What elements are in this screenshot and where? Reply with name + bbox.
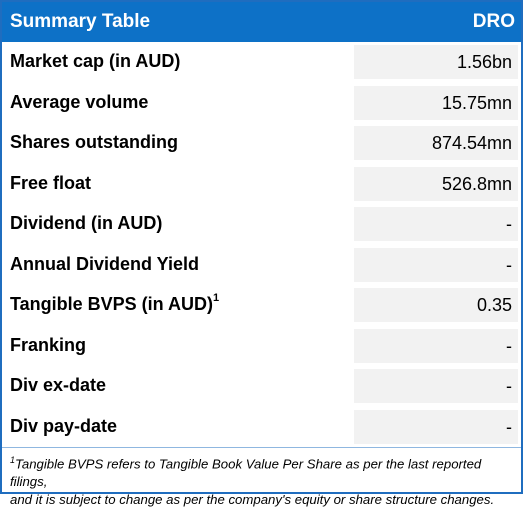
row-value: - bbox=[354, 207, 518, 241]
footnote: 1Tangible BVPS refers to Tangible Book V… bbox=[10, 451, 515, 509]
table-row: Dividend (in AUD) - bbox=[2, 204, 521, 245]
row-label: Shares outstanding bbox=[10, 132, 179, 152]
row-label: Market cap (in AUD) bbox=[10, 51, 181, 71]
table-row: Franking - bbox=[2, 326, 521, 367]
row-label: Free float bbox=[10, 172, 92, 193]
footnote-divider bbox=[2, 447, 521, 448]
table-row: Tangible BVPS (in AUD)1 0.35 bbox=[2, 285, 521, 326]
table-row: Free float 526.8mn bbox=[2, 164, 521, 205]
table-row: Div ex-date - bbox=[2, 366, 521, 407]
row-label: Average volume bbox=[10, 91, 149, 112]
row-value: 874.54mn bbox=[354, 126, 518, 160]
table-row: Market cap (in AUD) 1.56bn bbox=[2, 42, 521, 83]
table-title: Summary Table bbox=[10, 11, 151, 32]
row-label: Dividend (in AUD) bbox=[10, 213, 163, 233]
row-label: Franking bbox=[10, 334, 87, 355]
row-label: Div ex-date bbox=[10, 375, 107, 395]
row-value: - bbox=[354, 409, 518, 444]
table-row: Shares outstanding 874.54mn bbox=[2, 123, 521, 164]
footnote-line-1: Tangible BVPS refers to Tangible Book Va… bbox=[10, 456, 482, 490]
row-value: 526.8mn bbox=[354, 166, 518, 201]
table-body: Market cap (in AUD) 1.56bn Average volum… bbox=[2, 42, 521, 447]
footnote-line-2: and it is subject to change as per the c… bbox=[10, 492, 495, 508]
row-label: Div pay-date bbox=[10, 415, 118, 436]
ticker-symbol: DRO bbox=[472, 11, 515, 32]
table-row: Annual Dividend Yield - bbox=[2, 245, 521, 286]
row-value: 0.35 bbox=[354, 288, 518, 322]
footnote-marker: 1 bbox=[213, 292, 220, 304]
row-label: Annual Dividend Yield bbox=[10, 253, 200, 274]
row-value: 1.56bn bbox=[354, 45, 518, 79]
row-label-text: Tangible BVPS (in AUD) bbox=[10, 294, 214, 314]
row-value: - bbox=[354, 247, 518, 282]
footnote-number: 1 bbox=[10, 455, 16, 465]
row-label: Tangible BVPS (in AUD)1 bbox=[10, 292, 220, 315]
row-value: 15.75mn bbox=[354, 85, 518, 120]
table-row: Div pay-date - bbox=[2, 407, 521, 448]
row-value: - bbox=[354, 369, 518, 403]
row-value: - bbox=[354, 328, 518, 363]
table-row: Average volume 15.75mn bbox=[2, 83, 521, 124]
table-header: Summary Table DRO bbox=[2, 2, 521, 42]
